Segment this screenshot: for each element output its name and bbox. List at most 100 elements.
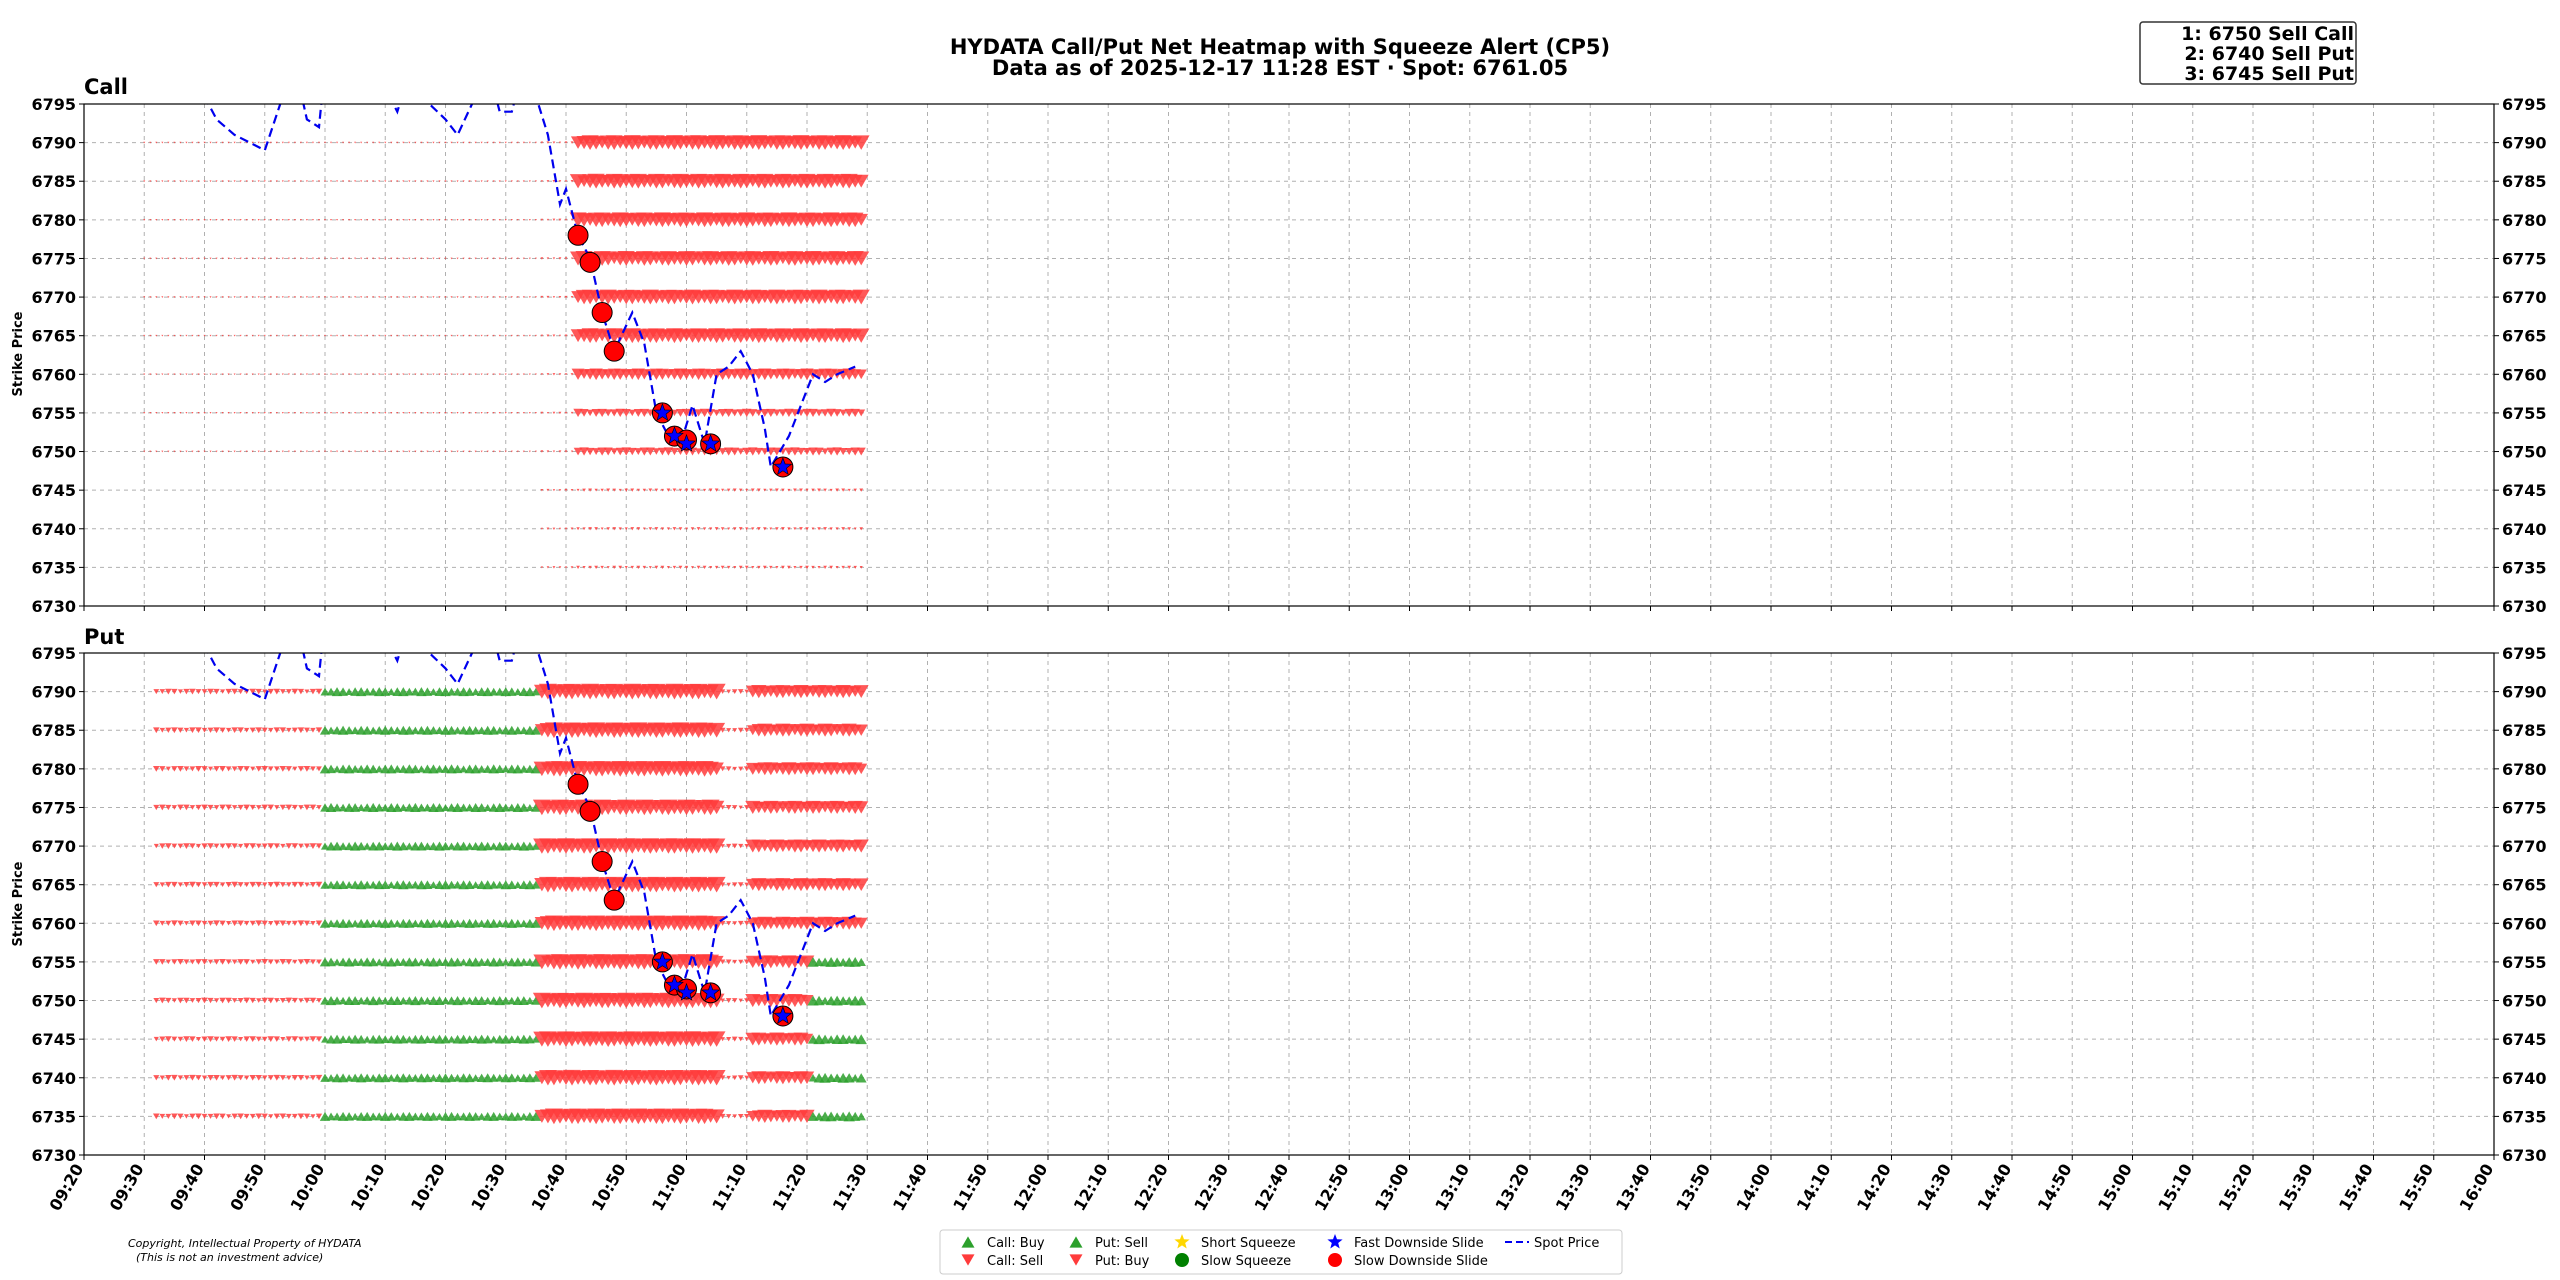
sell-marker xyxy=(281,334,284,337)
sell-marker xyxy=(225,688,232,695)
sell-marker xyxy=(744,844,750,849)
buy-marker xyxy=(855,995,867,1006)
sell-marker xyxy=(799,488,803,492)
sell-marker xyxy=(309,997,317,1004)
sell-marker xyxy=(719,959,726,965)
sell-marker xyxy=(257,334,260,337)
y-tick-label-left: 6795 xyxy=(31,644,76,663)
buy-marker xyxy=(489,1035,498,1043)
sell-marker xyxy=(263,257,266,260)
sell-marker xyxy=(378,334,381,337)
sell-marker xyxy=(324,218,326,221)
sell-marker xyxy=(297,727,305,734)
buy-marker xyxy=(440,841,451,851)
sell-marker xyxy=(291,727,298,733)
buy-marker xyxy=(326,1074,336,1082)
sell-marker xyxy=(592,448,601,455)
sell-marker xyxy=(165,804,172,811)
buy-marker xyxy=(477,958,487,966)
y-tick-label-left: 6780 xyxy=(31,211,76,230)
sell-marker xyxy=(303,1113,311,1120)
sell-marker xyxy=(726,882,731,887)
sell-marker xyxy=(159,920,166,926)
sell-marker xyxy=(161,450,164,453)
sell-marker xyxy=(787,488,791,492)
sell-marker xyxy=(462,218,465,221)
sell-marker xyxy=(299,218,302,221)
buy-marker xyxy=(458,841,469,851)
sell-marker xyxy=(772,447,782,456)
buy-marker xyxy=(495,726,504,734)
sell-marker xyxy=(510,141,513,144)
sell-marker xyxy=(744,689,750,694)
sell-marker xyxy=(249,727,256,733)
sell-marker xyxy=(708,722,726,738)
x-tick-label: 09:30 xyxy=(106,1161,148,1215)
buy-marker xyxy=(495,880,505,889)
sell-marker xyxy=(159,843,166,849)
sell-marker xyxy=(474,257,477,260)
buy-marker xyxy=(428,726,439,735)
sell-marker xyxy=(516,296,519,298)
sell-marker xyxy=(207,1074,214,1081)
sell-marker xyxy=(707,876,726,893)
sell-marker xyxy=(654,527,659,531)
buy-marker xyxy=(368,919,378,928)
sell-marker xyxy=(546,450,550,453)
sell-marker xyxy=(267,843,275,849)
sell-marker xyxy=(642,488,647,492)
sell-marker xyxy=(450,296,453,298)
sell-marker xyxy=(219,882,226,887)
buy-marker xyxy=(319,725,331,735)
sell-marker xyxy=(257,373,260,376)
sell-marker xyxy=(510,334,513,337)
sell-marker xyxy=(823,565,827,569)
sell-marker xyxy=(719,920,726,926)
sell-marker xyxy=(251,334,254,337)
sell-marker xyxy=(732,1075,738,1081)
sell-marker xyxy=(534,373,537,376)
sell-marker xyxy=(378,412,381,414)
sell-marker xyxy=(153,804,160,811)
buy-marker xyxy=(380,1035,390,1044)
buy-marker xyxy=(832,1112,842,1121)
sell-marker xyxy=(281,180,284,183)
sell-marker xyxy=(510,296,513,298)
sell-marker xyxy=(161,257,164,260)
sell-marker xyxy=(173,180,176,183)
sell-marker xyxy=(213,805,220,810)
sell-marker xyxy=(823,527,827,531)
sell-marker xyxy=(285,997,293,1004)
sell-marker xyxy=(261,920,268,926)
sell-marker xyxy=(719,1113,726,1119)
sell-marker xyxy=(275,180,278,183)
sell-marker xyxy=(588,488,592,492)
sell-marker xyxy=(474,141,477,144)
buy-marker xyxy=(411,919,420,928)
sell-marker xyxy=(354,296,357,298)
sell-marker xyxy=(799,1109,815,1123)
sell-marker xyxy=(167,141,170,144)
sell-marker xyxy=(330,180,333,183)
sell-marker xyxy=(227,180,230,183)
sell-marker xyxy=(552,450,556,453)
buy-marker xyxy=(351,919,360,927)
sell-marker xyxy=(177,1036,184,1042)
sell-marker xyxy=(316,998,322,1003)
sell-marker xyxy=(639,447,650,456)
buy-marker xyxy=(530,918,541,928)
sell-marker xyxy=(209,141,212,144)
slow-downside-slide-marker xyxy=(567,773,589,795)
buy-marker xyxy=(428,919,439,928)
sell-marker xyxy=(255,881,262,888)
sell-marker xyxy=(366,180,369,183)
buy-marker xyxy=(326,1112,336,1121)
sell-marker xyxy=(297,766,305,772)
buy-marker xyxy=(435,726,444,734)
sell-marker xyxy=(215,180,218,183)
sell-marker xyxy=(255,727,263,734)
sell-marker xyxy=(285,804,293,811)
sell-marker xyxy=(588,527,592,531)
sell-marker xyxy=(233,257,236,260)
